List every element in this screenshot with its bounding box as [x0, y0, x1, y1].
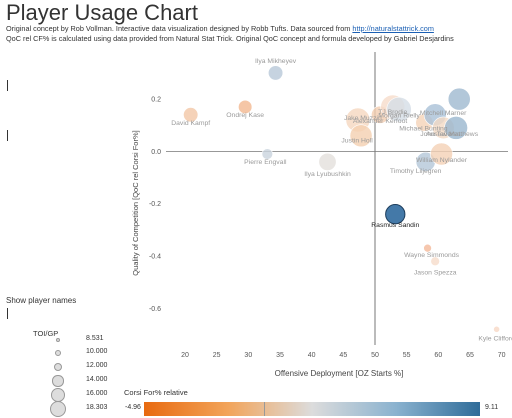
- toi-size-value: 10.000: [85, 348, 108, 355]
- toi-size-value: 18.303: [85, 403, 108, 411]
- point-label: Justin Holl: [341, 138, 373, 145]
- show-names-label: Show player names: [6, 296, 77, 305]
- chart-points[interactable]: [183, 65, 500, 333]
- y-tick-label: -0.6: [149, 306, 161, 313]
- y-axis-label: Quality of Competition [QoC rel Corsi Fo…: [131, 130, 140, 275]
- page-title: Player Usage Chart: [6, 0, 198, 25]
- chart-axes: 20 25 30 35 40 45 50 55 60 65 70 0.2 0.0 -0.2 -0.4 -0.6: [149, 52, 508, 359]
- x-tick-label: 25: [213, 352, 221, 359]
- color-legend-marker: [264, 402, 265, 416]
- toi-size-value: 14.000: [85, 375, 108, 383]
- data-point[interactable]: [430, 142, 453, 166]
- toi-legend-item: 8.531: [55, 335, 104, 342]
- point-label: Timothy Liljegren: [390, 168, 442, 175]
- color-legend-min: -4.96: [125, 404, 141, 411]
- credit-line-1: Original concept by Rob Vollman. Interac…: [6, 24, 434, 33]
- point-label: Jason Spezza: [414, 269, 457, 276]
- toi-legend-item: 18.303: [49, 400, 107, 418]
- toi-legend-item: 10.000: [55, 348, 107, 356]
- filter-control-2[interactable]: [7, 130, 8, 141]
- point-label: John Tavares: [420, 131, 461, 138]
- point-label: Ilya Mikheyev: [255, 58, 297, 65]
- toi-size-circle: [49, 400, 67, 418]
- x-axis-label: Offensive Deployment [OZ Starts %]: [275, 369, 404, 378]
- point-label: David Kampf: [171, 120, 210, 127]
- color-legend-max: 9.11: [485, 404, 499, 411]
- x-tick-label: 35: [276, 352, 284, 359]
- toi-size-value: 16.000: [86, 390, 108, 397]
- data-point[interactable]: [238, 99, 253, 115]
- x-tick-label: 30: [244, 352, 252, 359]
- filter-control-1[interactable]: [7, 80, 8, 91]
- point-label: Alexander Kerfoot: [353, 118, 408, 125]
- data-point[interactable]: [385, 204, 406, 225]
- point-label: Pierre Engvall: [244, 159, 287, 166]
- x-tick-label: 45: [339, 352, 347, 359]
- toi-size-value: 12.000: [85, 362, 108, 369]
- credit-line-2: QoC rel CF% is calculated using data pro…: [6, 34, 454, 43]
- toi-size-circle: [52, 375, 64, 387]
- point-label: Rasmus Sandin: [371, 222, 419, 229]
- credit-text: Original concept by Rob Vollman. Interac…: [6, 24, 353, 33]
- x-tick-label: 20: [181, 352, 189, 359]
- y-tick-label: 0.0: [151, 149, 161, 156]
- data-point[interactable]: [386, 96, 412, 123]
- point-label: Kyle Clifford: [478, 335, 512, 342]
- toi-legend-item: 12.000: [53, 362, 107, 372]
- data-point[interactable]: [444, 116, 468, 140]
- y-tick-label: 0.2: [151, 97, 161, 104]
- data-point[interactable]: [267, 65, 284, 81]
- point-label: William Nylander: [416, 157, 468, 164]
- y-tick-label: -0.2: [149, 201, 161, 208]
- point-label: Michael Bunting: [399, 126, 448, 133]
- point-label: Mitchell Marner: [420, 110, 467, 117]
- point-label: Morgan Rielly: [378, 113, 420, 120]
- color-legend-gradient: [144, 402, 480, 416]
- toi-size-circle: [53, 362, 63, 372]
- x-tick-label: 40: [308, 352, 316, 359]
- data-point[interactable]: [318, 152, 337, 171]
- x-tick-label: 65: [466, 352, 474, 359]
- source-link[interactable]: http://naturalstattrick.com: [352, 24, 434, 33]
- toi-legend-title: TOI/GP: [33, 329, 59, 338]
- point-label: Wayne Simmonds: [404, 252, 459, 259]
- data-point[interactable]: [183, 107, 199, 123]
- color-legend-title: Corsi For% relative: [124, 388, 188, 397]
- point-label: TJ Brodie: [378, 109, 407, 116]
- data-point[interactable]: [430, 256, 440, 267]
- x-tick-label: 55: [403, 352, 411, 359]
- x-tick-label: 60: [434, 352, 442, 359]
- show-names-toggle[interactable]: [7, 308, 8, 319]
- data-point[interactable]: [493, 325, 500, 333]
- toi-size-circle: [55, 350, 61, 356]
- toi-size-circle: [55, 337, 60, 342]
- toi-size-value: 8.531: [85, 335, 104, 342]
- data-point[interactable]: [349, 124, 373, 148]
- x-tick-label: 50: [371, 352, 379, 359]
- x-tick-label: 70: [498, 352, 506, 359]
- y-tick-label: -0.4: [149, 254, 161, 261]
- point-label: Jake Muzzin: [344, 115, 382, 122]
- point-label: Ilya Lyubushkin: [304, 171, 351, 178]
- data-point[interactable]: [423, 243, 432, 253]
- chart-point-labels: Ilya Mikheyev David Kampf Ondrej Kase Pierr…: [171, 58, 512, 342]
- point-label: Auston Matthews: [426, 131, 479, 138]
- point-label: Ondrej Kase: [226, 112, 264, 119]
- toi-legend-item: 14.000: [52, 375, 107, 387]
- data-point[interactable]: [261, 148, 274, 160]
- data-point[interactable]: [447, 87, 471, 111]
